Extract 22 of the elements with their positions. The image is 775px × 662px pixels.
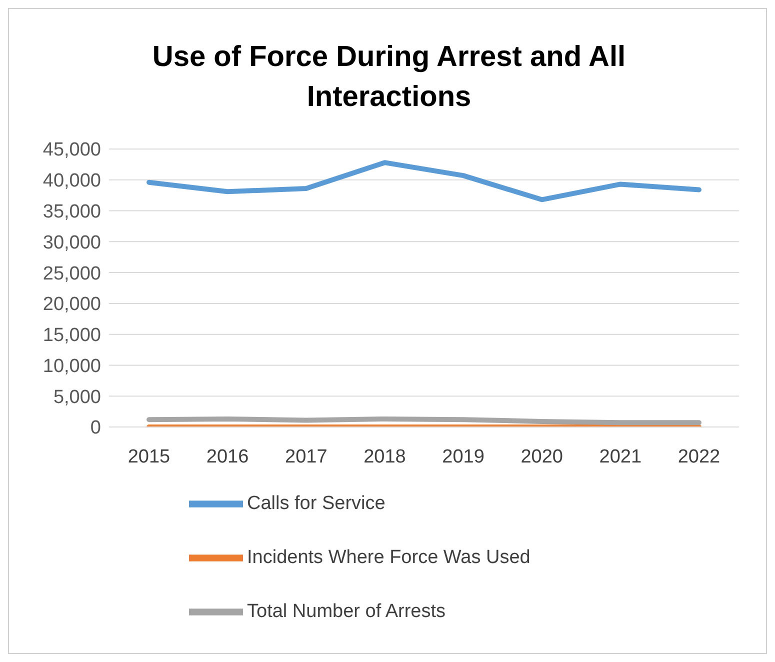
y-tick-label: 15,000 — [42, 325, 101, 346]
y-tick-label: 25,000 — [42, 263, 101, 284]
y-tick-label: 30,000 — [42, 232, 101, 254]
y-tick-label: 10,000 — [42, 356, 101, 377]
y-tick-label: 5,000 — [53, 386, 101, 408]
y-tick-label: 45,000 — [42, 140, 101, 161]
y-tick-label: 40,000 — [42, 170, 101, 192]
x-tick-label: 2018 — [364, 446, 406, 468]
legend-label: Total Number of Arrests — [247, 601, 446, 622]
legend-label: Incidents Where Force Was Used — [247, 547, 530, 568]
x-tick-label: 2017 — [285, 446, 328, 468]
x-tick-label: 2016 — [206, 446, 249, 468]
chart-title: Use of Force During Arrest and All Interactions — [151, 40, 627, 115]
x-tick-label: 2022 — [678, 446, 720, 468]
y-tick-label: 20,000 — [42, 294, 101, 316]
x-tick-label: 2021 — [599, 446, 642, 468]
legend-label: Calls for Service — [247, 493, 386, 514]
x-tick-label: 2020 — [520, 446, 563, 468]
x-tick-label: 2019 — [442, 446, 484, 468]
y-tick-label: 35,000 — [42, 202, 101, 223]
y-tick-label: 0 — [90, 418, 101, 439]
x-tick-label: 2015 — [128, 446, 170, 468]
